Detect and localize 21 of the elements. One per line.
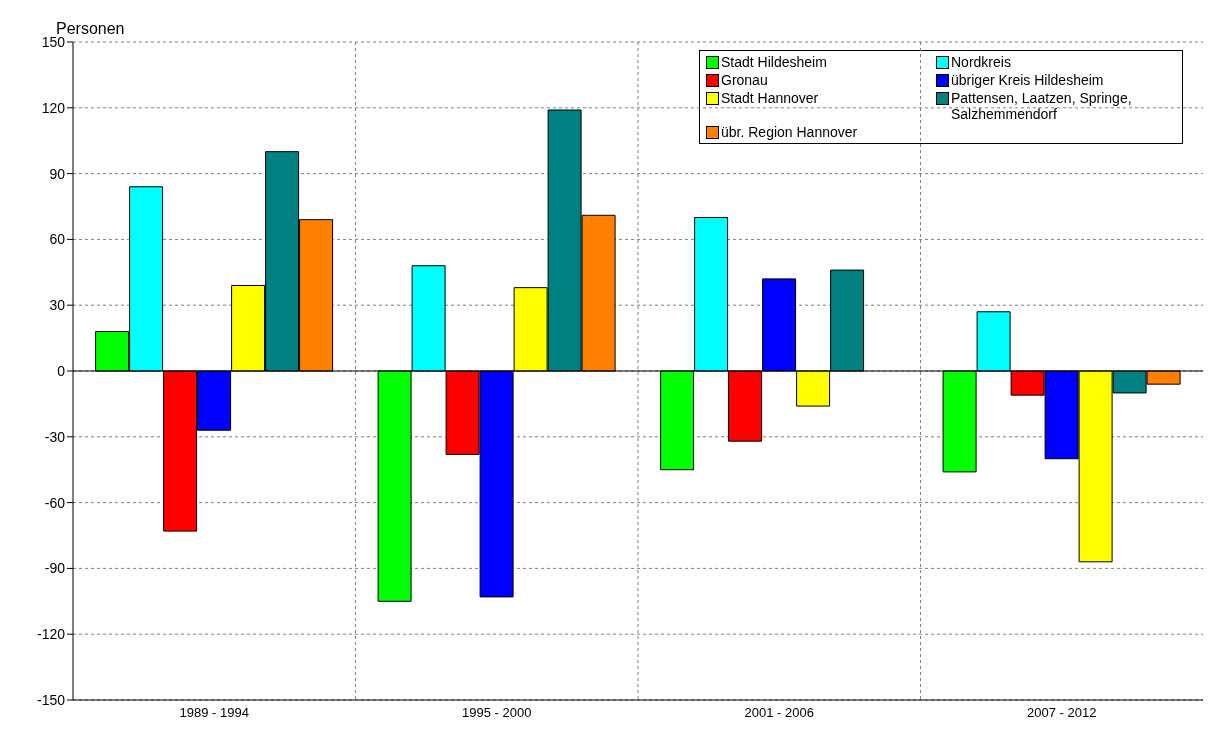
legend-label: übriger Kreis Hildesheim	[951, 72, 1104, 88]
y-tick-label: -120	[36, 626, 66, 643]
legend-label: Nordkreis	[951, 54, 1011, 70]
y-tick-label: -30	[44, 428, 66, 445]
x-tick-label: 2007 - 2012	[1027, 705, 1097, 721]
y-tick-label: -150	[36, 691, 66, 708]
y-tick-label: 120	[41, 99, 66, 116]
legend-label: Stadt Hannover	[721, 90, 819, 106]
y-tick-label: 90	[49, 165, 66, 182]
x-tick-label: 2001 - 2006	[744, 705, 814, 721]
legend-label: übr. Region Hannover	[721, 124, 858, 140]
y-tick-label: -60	[44, 494, 66, 511]
y-tick-label: 0	[57, 362, 66, 379]
y-tick-label: -90	[44, 560, 66, 577]
legend-label: Stadt Hildesheim	[721, 54, 827, 70]
y-tick-label: 60	[49, 231, 66, 248]
legend-label: Pattensen, Laatzen, Springe, Salzhemmendorf	[951, 90, 1133, 122]
x-tick-label: 1995 - 2000	[462, 705, 532, 721]
legend-label: Gronau	[721, 72, 768, 88]
x-tick-label: 1989 - 1994	[179, 705, 249, 721]
y-tick-label: 30	[49, 297, 66, 314]
